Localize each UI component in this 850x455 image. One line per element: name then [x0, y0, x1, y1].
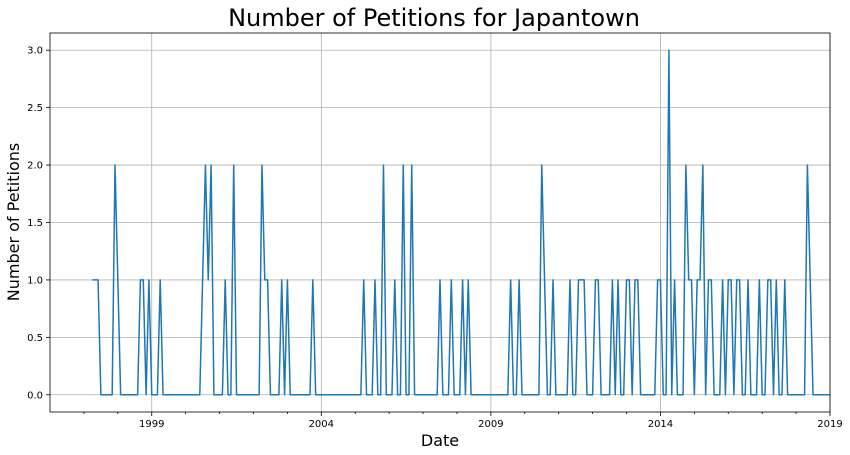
- y-tick-label: 0.5: [27, 333, 43, 344]
- x-tick-label: 2004: [309, 419, 334, 430]
- y-tick-label: 2.5: [27, 103, 43, 114]
- x-tick-label: 2009: [478, 419, 503, 430]
- series-layer: [92, 49, 830, 396]
- x-axis-label: Date: [421, 431, 459, 450]
- y-tick-label: 0.0: [27, 390, 43, 401]
- y-tick-label: 2.0: [27, 161, 43, 172]
- x-tick-label: 2014: [648, 419, 673, 430]
- y-tick-label: 1.5: [27, 218, 43, 229]
- x-tick-label: 2019: [817, 419, 842, 430]
- axis-ticks: 0.0 0.5 1.0 1.5 2.0 2.5 3.0 1999 2004 2009 2014 201…: [27, 46, 843, 430]
- x-tick-label: 1999: [139, 419, 164, 430]
- y-tick-label: 3.0: [27, 46, 43, 57]
- series-line-0: [92, 49, 830, 396]
- y-tick-label: 1.0: [27, 275, 43, 286]
- chart-title: Number of Petitions for Japantown: [228, 4, 640, 32]
- y-axis-label: Number of Petitions: [4, 143, 23, 302]
